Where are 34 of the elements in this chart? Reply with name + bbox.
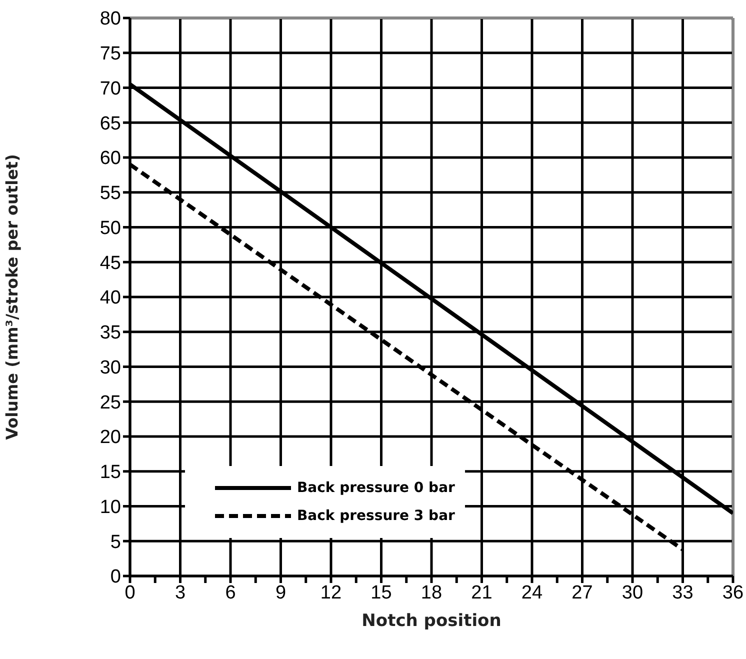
y-tick-label: 75: [100, 44, 121, 65]
y-tick-label: 45: [100, 252, 121, 274]
y-tick-label: 65: [100, 113, 121, 134]
y-tick-label: 20: [100, 427, 121, 448]
y-tick-label: 35: [100, 322, 121, 344]
x-tick-label: 9: [275, 582, 286, 604]
y-tick-label: 25: [100, 392, 121, 414]
x-tick-label: 30: [622, 582, 644, 604]
y-tick-label: 80: [100, 8, 121, 30]
x-tick-label: 0: [124, 582, 136, 604]
x-tick-label: 36: [722, 582, 744, 604]
x-tick-label: 27: [572, 582, 593, 604]
y-tick-label: 15: [100, 462, 121, 484]
y-tick-label: 40: [100, 288, 121, 309]
x-tick-label: 18: [420, 582, 442, 604]
x-tick-label: 21: [471, 582, 492, 604]
x-axis-title: Notch position: [362, 611, 502, 631]
y-tick-label: 0: [110, 566, 121, 588]
y-tick-label: 10: [100, 496, 121, 518]
x-tick-label: 12: [320, 582, 342, 604]
x-tick-label: 3: [174, 582, 186, 604]
x-tick-label: 15: [370, 582, 392, 604]
x-tick-label: 33: [672, 582, 694, 604]
legend-label: Back pressure 3 bar: [297, 508, 455, 524]
y-tick-label: 5: [110, 532, 121, 553]
y-tick-label: 60: [100, 148, 121, 170]
y-tick-label: 30: [100, 357, 121, 378]
x-tick-label: 6: [225, 582, 236, 604]
legend-label: Back pressure 0 bar: [297, 480, 455, 496]
y-tick-label: 55: [100, 183, 121, 204]
x-tick-label: 24: [521, 582, 543, 604]
y-tick-label: 50: [100, 218, 121, 239]
y-axis-title: Volume (mm³/stroke per outlet): [2, 154, 22, 440]
y-tick-label: 70: [100, 78, 121, 100]
